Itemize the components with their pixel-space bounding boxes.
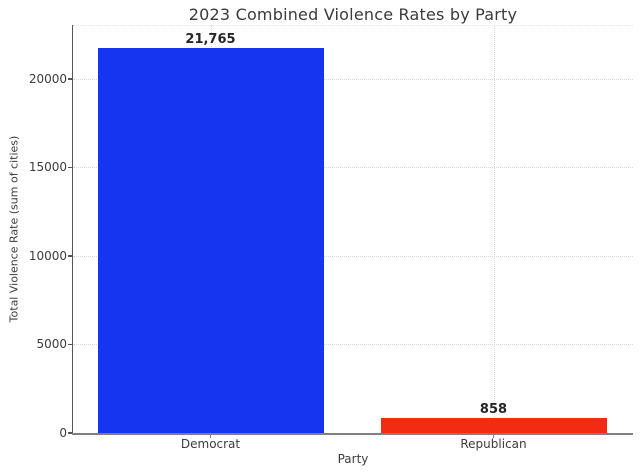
gridline-horizontal <box>73 344 633 346</box>
gridline-horizontal <box>73 78 633 80</box>
gridline-horizontal <box>73 167 633 169</box>
y-tick <box>67 432 72 434</box>
gridline-vertical <box>493 25 495 433</box>
y-tick <box>67 78 72 80</box>
x-axis-spine <box>71 433 633 435</box>
y-tick-label: 20000 <box>28 71 67 86</box>
plot-top-boundary <box>73 25 633 26</box>
y-tick-label: 5000 <box>36 337 67 352</box>
x-tick-label: Democrat <box>180 437 241 451</box>
x-axis-label: Party <box>337 452 369 466</box>
bar-value-label: 858 <box>479 401 508 417</box>
gridline-horizontal <box>73 255 633 257</box>
y-tick <box>67 255 72 257</box>
y-tick-label: 15000 <box>28 160 67 175</box>
y-tick <box>67 166 72 169</box>
x-tick-label: Republican <box>460 437 527 451</box>
y-axis-label: Total Violence Rate (sum of cities) <box>7 135 21 323</box>
x-tick <box>492 434 495 438</box>
y-tick <box>67 343 72 346</box>
bar-value-label: 21,765 <box>185 31 236 47</box>
bar-democrat <box>97 47 324 433</box>
x-tick <box>209 434 212 438</box>
bar-republican <box>380 417 607 433</box>
y-tick-label: 10000 <box>28 248 67 263</box>
y-axis-spine <box>71 25 73 433</box>
chart-title: 2023 Combined Violence Rates by Party <box>188 5 518 24</box>
y-tick-label: 0 <box>59 426 67 440</box>
